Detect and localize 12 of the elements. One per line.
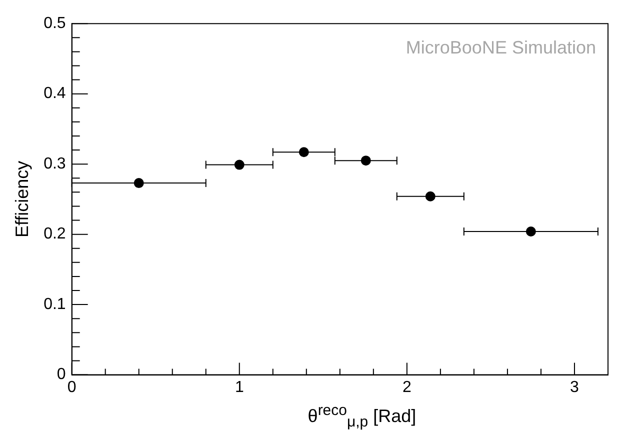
x-tick-label: 1 <box>234 378 244 396</box>
y-axis-title: Efficiency <box>12 160 32 238</box>
y-tick-label: 0.5 <box>44 15 66 32</box>
y-tick-label: 0.4 <box>44 85 66 102</box>
annotation: MicroBooNE Simulation <box>406 38 596 58</box>
y-tick-label: 0.2 <box>44 226 66 243</box>
y-tick-label: 0 <box>56 366 66 384</box>
x-axis-title: θ$^{reco}$$_{μ,p}$ [Rad] <box>306 402 418 431</box>
x-tick-label: 3 <box>570 378 580 396</box>
y-tick-label: 0.1 <box>44 296 66 313</box>
x-tick-label: 2 <box>402 378 412 396</box>
y-tick-label: 0.3 <box>44 155 66 172</box>
